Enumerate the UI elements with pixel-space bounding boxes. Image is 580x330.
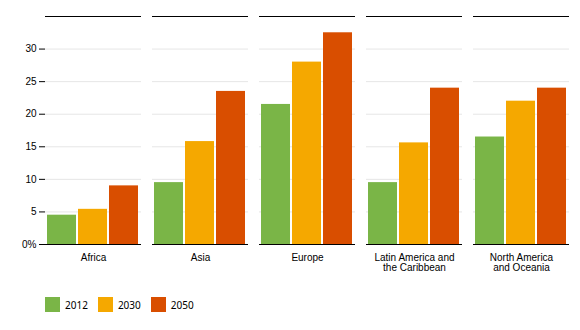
svg-text:Asia: Asia	[191, 252, 211, 263]
svg-text:North Americaand Oceania: North Americaand Oceania	[490, 252, 554, 273]
svg-text:Latin America andthe Caribbean: Latin America andthe Caribbean	[374, 252, 454, 273]
html-text:2030: 2030	[117, 297, 141, 312]
svg-text:10: 10	[25, 174, 37, 185]
svg-text:Africa: Africa	[81, 252, 107, 263]
svg-text:15: 15	[25, 141, 37, 152]
svg-text:20: 20	[25, 108, 37, 119]
svg-text:25: 25	[25, 76, 37, 87]
html-text:2050: 2050	[170, 297, 194, 312]
svg-text:0%: 0%	[22, 239, 37, 250]
html-text:2012: 2012	[65, 297, 88, 312]
svg-text:Europe: Europe	[291, 252, 324, 263]
svg-text:5: 5	[31, 206, 37, 217]
svg-text:30: 30	[25, 43, 37, 54]
